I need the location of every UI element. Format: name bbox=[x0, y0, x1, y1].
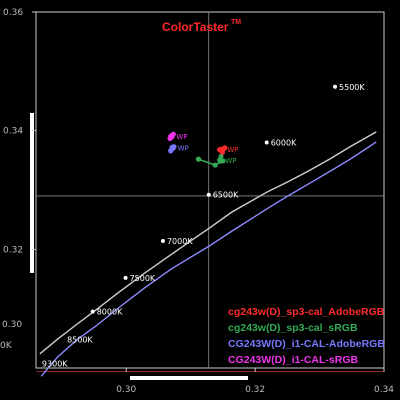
chart-title-trademark: TM bbox=[231, 19, 241, 26]
series-1-white-point bbox=[217, 157, 224, 164]
cct-label-5: 8000K bbox=[97, 308, 123, 317]
legend-entry-1: cg243w(D)_sp3-cal_sRGB bbox=[228, 322, 358, 334]
chart-title: ColorTaster bbox=[162, 20, 229, 34]
series-3: WP bbox=[167, 131, 187, 141]
series-3-wp-label: WP bbox=[176, 133, 187, 141]
cct-label-0: 5500K bbox=[339, 83, 365, 92]
legend-entry-3: CG243W(D)_i1-CAL-sRGB bbox=[228, 354, 359, 366]
cct-label-2: 6500K bbox=[213, 191, 239, 200]
x-tick-label-0: 0.30 bbox=[116, 385, 136, 395]
kelvin-label-partial: 0K bbox=[0, 341, 13, 351]
cct-label-1: 6000K bbox=[271, 139, 297, 148]
y-tick-label-0: 0.32 bbox=[3, 245, 23, 255]
axis-ticks: 0.30 0.32 0.34 0.32 0.34 0.36 bbox=[3, 8, 394, 395]
series-2-wp-label: WP bbox=[178, 144, 189, 152]
daylight-locus-line bbox=[40, 141, 377, 377]
legend: cg243w(D)_sp3-cal_AdobeRGB cg243w(D)_sp3… bbox=[228, 306, 385, 366]
horizontal-scrollbar-track bbox=[36, 371, 384, 372]
cct-dot-4 bbox=[123, 275, 128, 280]
cct-dot-0 bbox=[333, 84, 338, 89]
gamut-series: WP WP WP WP bbox=[167, 131, 238, 168]
cct-dot-2 bbox=[206, 192, 211, 197]
cct-dot-3 bbox=[160, 239, 165, 244]
series-1-wp-label: WP bbox=[225, 157, 236, 165]
series-2-white-point bbox=[169, 144, 176, 152]
series-1-point-1 bbox=[212, 162, 218, 168]
series-1: WP bbox=[195, 154, 236, 168]
cct-label-6: 8500K bbox=[67, 336, 93, 345]
cct-markers: 5500K 6000K 6500K 7000K 7500K 8000K 8500K 9300K bbox=[42, 83, 365, 368]
series-2: WP bbox=[168, 144, 189, 154]
series-0-white-point bbox=[219, 146, 226, 153]
series-3-white-point bbox=[168, 133, 175, 140]
x-tick-label-2: 0.34 bbox=[374, 385, 394, 395]
y-tick-label-1: 0.34 bbox=[3, 127, 23, 137]
legend-entry-0: cg243w(D)_sp3-cal_AdobeRGB bbox=[228, 306, 385, 318]
series-0: WP bbox=[217, 145, 238, 156]
cct-label-7: 9300K bbox=[42, 359, 68, 368]
vertical-scrollbar-thumb[interactable] bbox=[30, 113, 34, 273]
y-tick-label-2: 0.36 bbox=[3, 8, 23, 18]
cct-dot-5 bbox=[90, 309, 95, 314]
x-tick-label-1: 0.32 bbox=[245, 385, 265, 395]
legend-entry-2: CG243W(D)_i1-CAL-AdobeRGB bbox=[228, 338, 385, 350]
horizontal-scrollbar-thumb[interactable] bbox=[130, 376, 248, 380]
series-1-point-0 bbox=[195, 156, 201, 162]
cct-dot-1 bbox=[264, 140, 269, 145]
y-tick-label-partial: 0.30 bbox=[2, 320, 22, 330]
locus-curves bbox=[39, 131, 377, 377]
planckian-locus-line bbox=[39, 131, 377, 355]
plot-area bbox=[35, 11, 385, 369]
cct-label-4: 7500K bbox=[130, 274, 156, 283]
series-0-wp-label: WP bbox=[227, 146, 238, 154]
cct-label-3: 7000K bbox=[167, 237, 193, 246]
